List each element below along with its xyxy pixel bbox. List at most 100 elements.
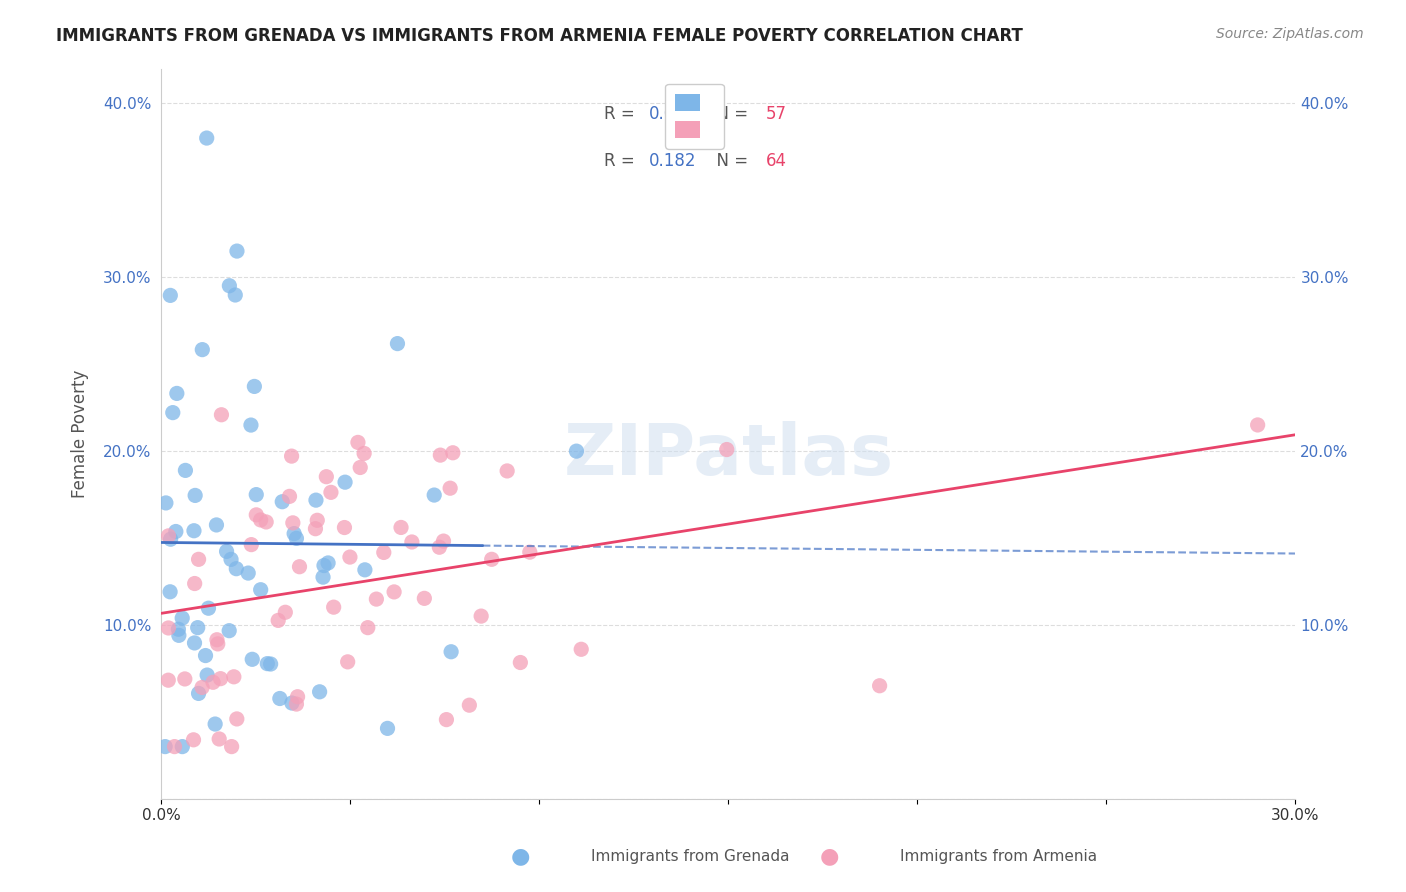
Point — [209, 672, 232, 686]
Point — [333, 520, 356, 534]
Point — [225, 562, 247, 576]
Point — [207, 637, 229, 651]
Point — [167, 622, 190, 636]
Point — [183, 732, 205, 747]
Point — [519, 545, 541, 559]
Point — [184, 488, 207, 502]
Point — [245, 487, 267, 501]
Point — [195, 668, 218, 682]
Point — [569, 642, 592, 657]
Point — [159, 533, 181, 547]
Point — [716, 442, 738, 457]
Point — [429, 448, 451, 462]
Point — [238, 566, 260, 580]
Point — [187, 552, 209, 566]
Point — [312, 558, 335, 573]
Point — [157, 673, 180, 688]
Point — [194, 648, 217, 663]
Point — [221, 739, 243, 754]
Point — [215, 544, 238, 558]
Text: Source: ZipAtlas.com: Source: ZipAtlas.com — [1216, 27, 1364, 41]
Point — [187, 621, 209, 635]
Point — [382, 585, 405, 599]
Point — [239, 418, 262, 433]
Point — [413, 591, 436, 606]
Point — [441, 446, 464, 460]
Point — [166, 386, 188, 401]
Point — [225, 712, 247, 726]
Point — [281, 516, 304, 530]
Point — [304, 522, 326, 536]
Point — [509, 656, 531, 670]
Point — [470, 609, 492, 624]
Point — [322, 600, 344, 615]
Point — [281, 696, 304, 710]
Text: 57: 57 — [766, 105, 787, 123]
Point — [249, 582, 271, 597]
Point — [308, 685, 330, 699]
Point — [373, 545, 395, 559]
Point — [209, 408, 232, 422]
Point — [333, 475, 356, 490]
Point — [423, 488, 446, 502]
Y-axis label: Female Poverty: Female Poverty — [72, 369, 89, 498]
Point — [157, 621, 180, 635]
Point — [353, 446, 375, 460]
Point — [307, 513, 329, 527]
Point — [226, 244, 249, 258]
Text: 0.182: 0.182 — [650, 153, 696, 170]
Point — [316, 556, 339, 570]
Text: IMMIGRANTS FROM GRENADA VS IMMIGRANTS FROM ARMENIA FEMALE POVERTY CORRELATION CH: IMMIGRANTS FROM GRENADA VS IMMIGRANTS FR… — [56, 27, 1024, 45]
Text: ●: ● — [510, 847, 530, 866]
Point — [496, 464, 519, 478]
Point — [243, 379, 266, 393]
Point — [195, 131, 218, 145]
Point — [401, 535, 423, 549]
Point — [205, 517, 228, 532]
Point — [377, 722, 399, 736]
Point — [312, 570, 335, 584]
Point — [387, 336, 409, 351]
Point — [271, 494, 294, 508]
Point — [283, 526, 305, 541]
Point — [288, 559, 311, 574]
Point — [366, 592, 388, 607]
Point — [245, 508, 267, 522]
Point — [173, 672, 195, 686]
Point — [436, 713, 458, 727]
Text: ZIPatlas: ZIPatlas — [564, 421, 893, 490]
Point — [254, 515, 277, 529]
Point — [205, 632, 228, 647]
Point — [174, 463, 197, 477]
Point — [565, 444, 588, 458]
Point — [315, 469, 337, 483]
Point — [336, 655, 359, 669]
Point — [157, 529, 180, 543]
Text: Immigrants from Armenia: Immigrants from Armenia — [900, 849, 1097, 863]
Point — [240, 652, 263, 666]
Point — [274, 605, 297, 619]
Point — [167, 628, 190, 642]
Point — [440, 645, 463, 659]
Point — [240, 538, 263, 552]
Point — [458, 698, 481, 713]
Point — [481, 552, 503, 566]
Point — [183, 636, 205, 650]
Point — [319, 485, 342, 500]
Text: N =: N = — [706, 153, 754, 170]
Point — [256, 657, 278, 671]
Point — [285, 697, 308, 711]
Text: R =: R = — [603, 105, 640, 123]
Point — [339, 550, 361, 565]
Point — [165, 524, 187, 539]
Point — [347, 435, 370, 450]
Point — [202, 675, 225, 690]
Point — [389, 520, 412, 534]
Point — [172, 611, 194, 625]
Point — [267, 614, 290, 628]
Text: N =: N = — [706, 105, 754, 123]
Point — [191, 343, 214, 357]
Text: 0.076: 0.076 — [650, 105, 696, 123]
Point — [278, 489, 301, 503]
Point — [162, 406, 184, 420]
